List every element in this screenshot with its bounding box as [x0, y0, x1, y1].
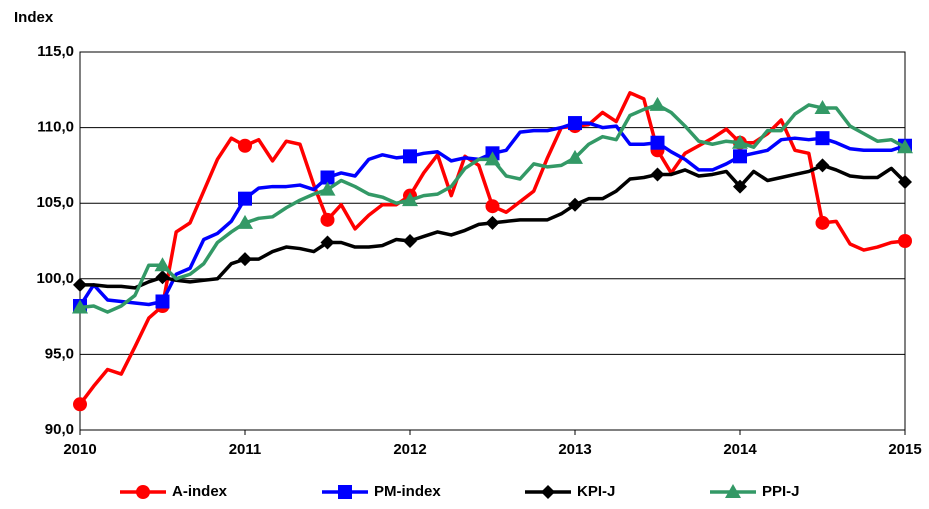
- legend-marker: [725, 484, 741, 498]
- x-tick-label: 2014: [723, 441, 757, 458]
- point-marker: [154, 257, 171, 272]
- point-marker: [72, 299, 88, 314]
- point-marker: [567, 149, 583, 164]
- legend-label: KPI-J: [577, 483, 615, 500]
- legend-marker: [136, 485, 150, 499]
- x-tick-label: 2015: [888, 441, 921, 458]
- point-marker: [320, 212, 335, 227]
- point-marker: [650, 135, 665, 150]
- point-marker: [815, 158, 830, 173]
- point-marker: [733, 149, 747, 164]
- point-marker: [898, 175, 912, 190]
- y-tick-label: 100,0: [36, 270, 74, 287]
- x-tick-label: 2013: [558, 441, 591, 458]
- point-marker: [485, 215, 500, 230]
- point-marker: [568, 116, 582, 131]
- point-marker: [649, 96, 666, 111]
- point-marker: [238, 191, 252, 206]
- point-marker: [238, 252, 252, 267]
- point-marker: [238, 138, 252, 153]
- y-tick-label: 90,0: [45, 421, 74, 438]
- point-marker: [484, 151, 501, 166]
- y-tick-label: 95,0: [45, 345, 74, 362]
- point-marker: [815, 131, 830, 146]
- x-tick-label: 2012: [393, 441, 426, 458]
- legend-marker: [338, 485, 352, 499]
- point-marker: [155, 294, 170, 309]
- point-marker: [403, 234, 417, 248]
- point-marker: [319, 181, 336, 196]
- legend-marker: [541, 485, 555, 499]
- point-marker: [485, 199, 500, 214]
- legend-label: PM-index: [374, 483, 441, 500]
- point-marker: [403, 149, 417, 164]
- y-tick-label: 105,0: [36, 194, 74, 211]
- point-marker: [897, 139, 913, 154]
- x-tick-label: 2011: [229, 441, 262, 458]
- y-tick-label: 110,0: [37, 119, 74, 136]
- legend-label: A-index: [172, 483, 228, 500]
- x-tick-label: 2010: [63, 441, 96, 458]
- y-axis-label: Index: [14, 9, 54, 26]
- point-marker: [402, 192, 418, 207]
- point-marker: [73, 397, 87, 412]
- point-marker: [237, 214, 253, 229]
- point-marker: [320, 170, 335, 185]
- point-marker: [320, 235, 335, 250]
- point-marker: [814, 99, 831, 114]
- point-marker: [733, 179, 747, 194]
- y-tick-label: 115,0: [37, 43, 74, 60]
- point-marker: [568, 197, 582, 212]
- point-marker: [73, 277, 87, 292]
- point-marker: [732, 134, 748, 149]
- point-marker: [650, 167, 665, 182]
- point-marker: [155, 270, 170, 285]
- legend-label: PPI-J: [762, 483, 800, 500]
- point-marker: [815, 215, 830, 230]
- point-marker: [898, 234, 912, 248]
